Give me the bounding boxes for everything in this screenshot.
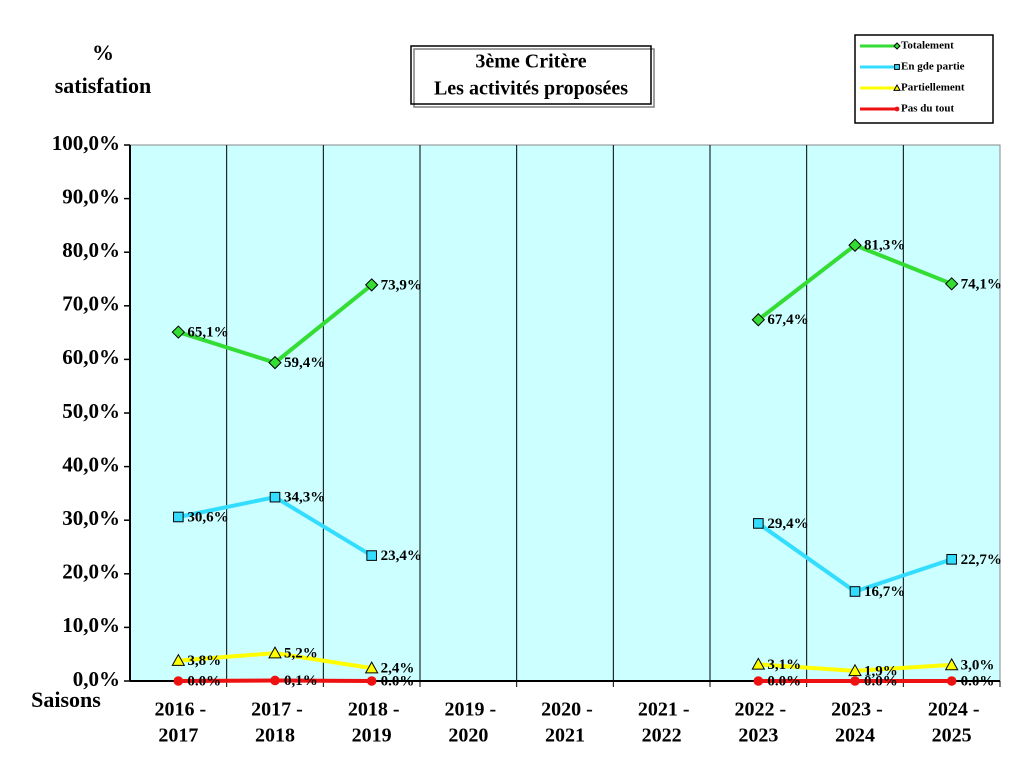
legend-marker (893, 83, 901, 91)
data-label: 30,6% (187, 509, 228, 525)
x-tick-label: 2019 (352, 725, 392, 747)
x-tick-label: 2017 (158, 725, 198, 747)
data-label: 29,4% (767, 516, 808, 532)
x-tick-label: 2023 - (831, 699, 883, 721)
point (944, 277, 959, 291)
y-tick-label: 30,0% (62, 506, 120, 530)
data-label: 0.0% (187, 673, 221, 689)
legend-label: Pas du tout (901, 103, 955, 115)
y-axis-label: % (92, 40, 114, 65)
data-label: 0.0% (961, 673, 995, 689)
data-label: 3,8% (187, 653, 221, 669)
data-label: 2,4% (381, 661, 415, 677)
point (173, 676, 184, 686)
legend-label: Totalement (901, 40, 954, 52)
data-label: 81,3% (864, 238, 905, 254)
point (944, 657, 959, 671)
y-tick-label: 50,0% (62, 399, 120, 423)
x-tick-label: 2021 (545, 725, 585, 747)
x-tick-label: 2019 - (444, 699, 496, 721)
chart-title: 3ème Critère (475, 51, 586, 73)
x-tick-label: 2023 (738, 725, 778, 747)
y-axis-label: satisfation (55, 73, 152, 98)
x-tick-label: 2024 - (928, 699, 980, 721)
data-label: 1,9% (864, 663, 898, 679)
x-tick-label: 2022 - (734, 699, 786, 721)
data-label: 65,1% (187, 325, 228, 341)
point (848, 238, 862, 252)
series-points (173, 675, 957, 686)
point (850, 676, 860, 686)
data-label: 0.0% (381, 673, 415, 689)
legend-marker (894, 64, 900, 70)
y-tick-label: 80,0% (62, 238, 120, 262)
y-tick-label: 0,0% (73, 667, 120, 691)
data-label: 23,4% (381, 548, 422, 564)
point (173, 511, 184, 523)
point (171, 325, 186, 339)
x-tick-label: 2017 - (251, 699, 303, 721)
point (848, 663, 862, 677)
data-label: 5,2% (284, 646, 318, 662)
data-label: 59,4% (284, 355, 325, 371)
legend-label: En gde partie (901, 61, 965, 73)
legend-box (854, 34, 994, 124)
x-tick-label: 2020 - (541, 699, 593, 721)
series-points (171, 646, 959, 677)
x-tick-label: 2022 (642, 725, 682, 747)
series-points (171, 238, 959, 370)
point (849, 586, 861, 597)
data-label: 3,1% (767, 657, 801, 673)
y-tick-label: 70,0% (62, 292, 120, 316)
point (366, 550, 377, 561)
x-tick-label: 2020 (448, 725, 488, 747)
x-tick-label: 2025 (932, 725, 972, 747)
x-tick-label: 2024 (835, 725, 875, 747)
point (268, 646, 282, 659)
y-tick-label: 100,0% (52, 131, 120, 155)
data-label: 67,4% (767, 312, 808, 328)
legend-marker (893, 42, 901, 50)
data-label: 0,1% (284, 673, 318, 689)
point (946, 676, 957, 686)
point (751, 657, 766, 670)
title-box (410, 45, 652, 105)
data-label: 22,7% (961, 552, 1002, 568)
y-tick-label: 90,0% (62, 184, 120, 208)
point (364, 661, 379, 674)
point (366, 676, 377, 686)
point (171, 653, 186, 666)
x-tick-label: 2016 - (154, 699, 206, 721)
x-axis-label: Saisons (31, 687, 101, 712)
data-label: 3,0% (961, 657, 995, 673)
point (268, 355, 282, 370)
data-label: 73,9% (381, 277, 422, 293)
x-tick-label: 2021 - (638, 699, 690, 721)
point (364, 278, 379, 292)
x-tick-label: 2018 (255, 725, 295, 747)
title-shadow (413, 48, 655, 108)
data-label: 74,1% (961, 276, 1002, 292)
data-label: 0.0% (767, 673, 801, 689)
data-label: 34,3% (284, 490, 325, 506)
data-label: 16,7% (864, 584, 905, 600)
chart-subtitle: Les activités proposées (434, 78, 628, 100)
data-label: 0.0% (864, 673, 898, 689)
legend-label: Partiellement (901, 82, 965, 94)
series-points (173, 491, 957, 597)
point (270, 675, 280, 686)
y-tick-label: 40,0% (62, 452, 120, 476)
x-tick-label: 2018 - (348, 699, 400, 721)
point (751, 313, 766, 327)
y-tick-label: 10,0% (62, 613, 120, 637)
point (753, 676, 764, 686)
point (946, 554, 957, 565)
y-tick-label: 60,0% (62, 345, 120, 369)
legend-marker (894, 106, 900, 112)
point (753, 518, 764, 529)
y-tick-label: 20,0% (62, 560, 120, 584)
plot-area (129, 144, 1001, 682)
point (269, 491, 281, 503)
